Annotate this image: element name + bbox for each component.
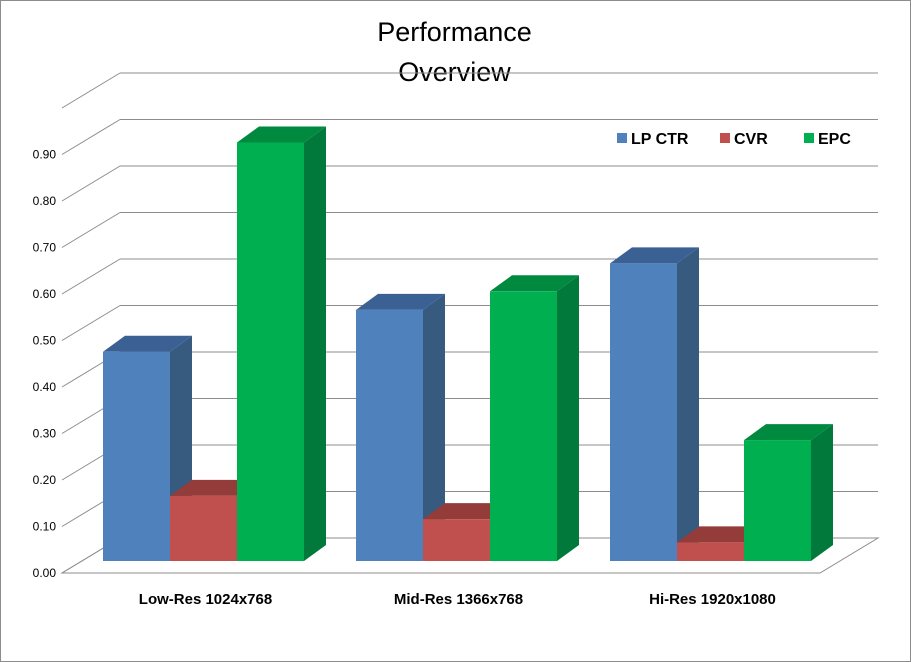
gridline-wall-8 (61, 165, 121, 202)
y-tick-label: 0.30 (33, 427, 57, 441)
legend-swatch (617, 133, 627, 143)
bar-side (811, 424, 833, 561)
bar (744, 424, 833, 561)
bar-front (237, 142, 304, 561)
bar-top (237, 126, 326, 143)
bar-top (103, 335, 192, 352)
legend-swatch (720, 133, 730, 143)
y-tick-label: 0.00 (33, 566, 57, 580)
gridline-wall-9 (61, 119, 121, 155)
bar-top (744, 424, 833, 441)
y-axis-ticks: 0.00 0.10 0.20 0.30 0.40 0.50 0.60 0.70 0.80 0.90 (33, 148, 57, 581)
bar-top (490, 275, 579, 292)
y-tick-label: 0.60 (33, 287, 57, 301)
chart-title: Performance Overview (377, 17, 532, 87)
bar-top (170, 479, 259, 496)
bar-front (610, 263, 677, 561)
bar (237, 126, 326, 561)
gridline-wall-7 (61, 212, 121, 248)
y-tick-label: 0.90 (33, 148, 57, 162)
bar-side (557, 275, 579, 561)
bar-front (423, 519, 490, 561)
legend-swatch (804, 133, 814, 143)
category-label: Low-Res 1024x768 (139, 591, 272, 608)
bar-top (610, 247, 699, 264)
bar-top (423, 503, 512, 520)
y-tick-label: 0.10 (33, 520, 57, 534)
bar-side (423, 293, 445, 561)
category-label: Mid-Res 1366x768 (394, 591, 523, 608)
bar-top (677, 526, 766, 543)
bar-side (304, 126, 326, 561)
bar-front (170, 495, 237, 561)
bar-front (103, 351, 170, 561)
gridline-wall-6 (61, 258, 121, 295)
bar-layer (103, 126, 833, 561)
bar-front (490, 291, 557, 561)
bar (490, 275, 579, 561)
bar-top (356, 293, 445, 310)
y-tick-label: 0.40 (33, 380, 57, 394)
y-tick-label: 0.50 (33, 334, 57, 348)
y-tick-label: 0.70 (33, 241, 57, 255)
bar-front (356, 309, 423, 561)
legend-label: LP CTR (631, 131, 689, 148)
legend-item: CVR (720, 131, 768, 148)
floor (60, 537, 880, 574)
legend-label: CVR (734, 131, 768, 148)
legend-item: LP CTR (617, 131, 689, 148)
y-tick-label: 0.20 (33, 473, 57, 487)
bar-front (744, 440, 811, 561)
legend-item: EPC (804, 131, 851, 148)
gridline-wall-top (61, 72, 121, 109)
y-tick-label: 0.80 (33, 194, 57, 208)
category-label: Hi-Res 1920x1080 (649, 591, 776, 608)
legend: LP CTR CVR EPC (617, 131, 851, 148)
legend-label: EPC (818, 131, 851, 148)
bar (610, 247, 699, 561)
x-axis-categories: Low-Res 1024x768 Mid-Res 1366x768 Hi-Res 1… (139, 591, 776, 608)
gridline-wall-5 (61, 305, 121, 341)
bar-front (677, 542, 744, 561)
bar-side (677, 247, 699, 561)
bar (356, 293, 445, 561)
